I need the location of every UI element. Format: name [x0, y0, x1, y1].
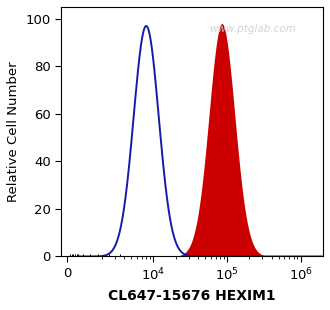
X-axis label: CL647-15676 HEXIM1: CL647-15676 HEXIM1	[108, 289, 276, 303]
Text: www.ptglab.com: www.ptglab.com	[209, 24, 296, 34]
Y-axis label: Relative Cell Number: Relative Cell Number	[7, 61, 20, 202]
